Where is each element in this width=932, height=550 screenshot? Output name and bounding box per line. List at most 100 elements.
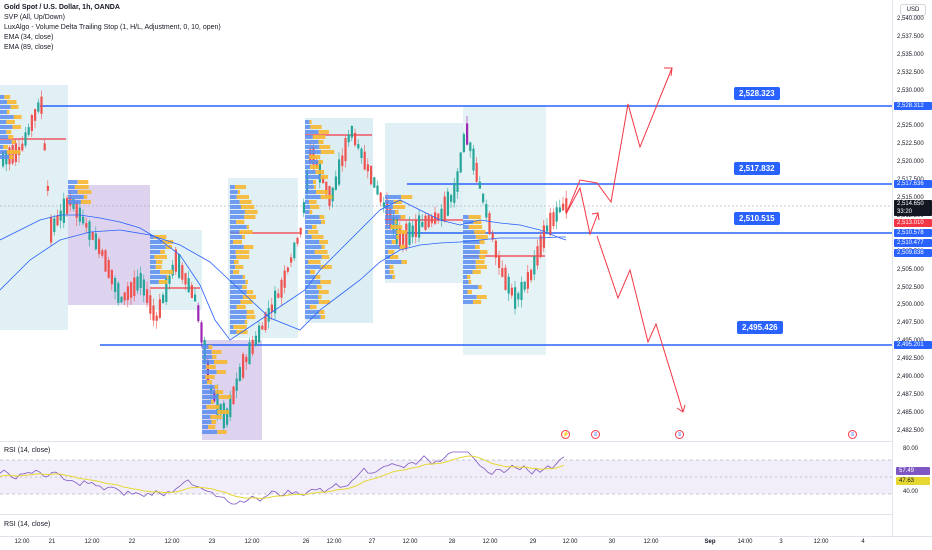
profile-bar-up bbox=[235, 265, 244, 269]
profile-bar-up bbox=[4, 95, 11, 99]
time-label: 28 bbox=[448, 539, 456, 545]
profile-bar-up bbox=[392, 275, 396, 279]
legend-symbol[interactable]: Gold Spot / U.S. Dollar, 1h, OANDA bbox=[4, 4, 120, 11]
price-tick: 2,505.000 bbox=[897, 266, 924, 273]
us-flag-event-icon[interactable]: ≡ bbox=[591, 430, 600, 439]
candle-body bbox=[190, 285, 193, 299]
profile-bar-down bbox=[305, 215, 320, 219]
level-label-high[interactable]: 2,528.323 bbox=[734, 87, 780, 100]
legend-ema89[interactable]: EMA (89, close) bbox=[4, 44, 54, 51]
candle-body bbox=[40, 96, 43, 114]
profile-bar-down bbox=[305, 270, 311, 274]
profile-bar-down bbox=[230, 235, 243, 239]
profile-bar-down bbox=[0, 120, 7, 124]
profile-bar-down bbox=[0, 110, 7, 114]
time-label: 12:00 bbox=[562, 539, 578, 545]
legend-luxalgo[interactable]: LuxAlgo - Volume Delta Trailing Stop (1,… bbox=[4, 24, 221, 31]
time-label: 12:00 bbox=[244, 539, 260, 545]
time-label: 26 bbox=[302, 539, 310, 545]
candle-body bbox=[242, 354, 245, 378]
price-chart[interactable] bbox=[0, 0, 892, 441]
candle-body bbox=[402, 232, 405, 245]
profile-bar-down bbox=[305, 150, 321, 154]
candle-body bbox=[146, 289, 149, 303]
candle-body bbox=[200, 322, 203, 343]
forecast-down-path[interactable] bbox=[596, 235, 684, 413]
profile-bar-down bbox=[68, 190, 78, 194]
profile-bar-up bbox=[316, 190, 328, 194]
candle-body bbox=[216, 390, 219, 415]
price-tick: 2,515.000 bbox=[897, 195, 924, 201]
level-label-mid[interactable]: 2,517.832 bbox=[734, 162, 780, 175]
candle-body bbox=[126, 286, 129, 301]
price-tag-blue-2: 2,510.477 bbox=[894, 239, 932, 247]
profile-bar-up bbox=[154, 255, 167, 259]
us-flag-event-icon[interactable]: ≡ bbox=[675, 430, 684, 439]
candle-body bbox=[418, 215, 421, 238]
profile-bar-down bbox=[305, 125, 311, 129]
profile-bar-down bbox=[230, 285, 243, 289]
level-label-low[interactable]: 2,495.426 bbox=[737, 321, 783, 334]
profile-bar-down bbox=[0, 135, 9, 139]
rsi-pane-2[interactable]: RSI (14, close) bbox=[0, 514, 892, 536]
legend-ema34[interactable]: EMA (34, close) bbox=[4, 34, 54, 41]
candle-body bbox=[274, 290, 277, 314]
profile-bar-up bbox=[6, 120, 15, 124]
profile-bar-up bbox=[310, 270, 315, 274]
price-tick: 2,525.000 bbox=[897, 123, 924, 130]
currency-button[interactable]: USD bbox=[900, 4, 926, 16]
forecast-up-path[interactable] bbox=[565, 67, 673, 215]
candle-body bbox=[462, 134, 465, 153]
candle-body bbox=[222, 403, 225, 429]
profile-bar-down bbox=[305, 260, 309, 264]
candle-body bbox=[174, 249, 177, 272]
rsi-pane[interactable]: RSI (14, close) bbox=[0, 441, 892, 514]
us-flag-event-icon[interactable]: ≡ bbox=[848, 430, 857, 439]
candle-body bbox=[75, 200, 78, 218]
level-label-support[interactable]: 2,510.515 bbox=[734, 212, 780, 225]
candle-body bbox=[165, 276, 168, 302]
candle-body bbox=[494, 240, 497, 258]
profile-bar-down bbox=[0, 115, 14, 119]
time-axis[interactable]: 12:00 21 12:00 22 12:00 23 12:00 26 12:00 27 12:00… bbox=[0, 536, 932, 550]
profile-bar-down bbox=[305, 195, 321, 199]
profile-bar-up bbox=[6, 110, 10, 114]
candle-body bbox=[62, 198, 65, 223]
main-chart-pane[interactable]: Gold Spot / U.S. Dollar, 1h, OANDA SVP (… bbox=[0, 0, 892, 441]
profile-bar-up bbox=[236, 305, 246, 309]
profile-bar-up bbox=[160, 270, 174, 274]
profile-bar-down bbox=[305, 140, 319, 144]
candle-body bbox=[98, 239, 101, 255]
profile-bar-up bbox=[309, 155, 321, 159]
candle-body bbox=[491, 233, 494, 240]
profile-bar-up bbox=[467, 275, 471, 279]
profile-bar-down bbox=[202, 360, 215, 364]
profile-bar-up bbox=[468, 215, 481, 219]
profile-bar-down bbox=[305, 305, 310, 309]
candle-body bbox=[66, 197, 69, 215]
rsi-legend[interactable]: RSI (14, close) bbox=[4, 447, 51, 454]
forecast-short-path[interactable] bbox=[565, 186, 599, 236]
profile-bar-up bbox=[208, 425, 216, 429]
lightning-event-icon[interactable]: ⚡ bbox=[561, 430, 570, 439]
legend-svp[interactable]: SVP (All, Up/Down) bbox=[4, 14, 65, 21]
profile-bar-down bbox=[305, 170, 316, 174]
candle-body bbox=[482, 193, 485, 203]
profile-bar-up bbox=[166, 275, 169, 279]
candle-body bbox=[270, 304, 273, 313]
profile-bar-up bbox=[321, 255, 330, 259]
candle-body bbox=[472, 148, 475, 171]
profile-bar-down bbox=[385, 245, 400, 249]
candle-body bbox=[411, 225, 414, 238]
candle-body bbox=[94, 233, 97, 250]
profile-bar-up bbox=[472, 270, 481, 274]
profile-bar-up bbox=[233, 325, 247, 329]
rsi-legend-2[interactable]: RSI (14, close) bbox=[4, 521, 51, 528]
candle-body bbox=[229, 394, 232, 418]
time-label: Sep bbox=[704, 539, 716, 545]
price-tick: 2,522.500 bbox=[897, 141, 924, 148]
profile-bar-up bbox=[217, 430, 227, 434]
price-axis[interactable]: USD 2,540.000 2,537.500 2,535.000 2,532.500… bbox=[892, 0, 932, 536]
profile-bar-up bbox=[393, 200, 403, 204]
candle-body bbox=[194, 294, 197, 302]
